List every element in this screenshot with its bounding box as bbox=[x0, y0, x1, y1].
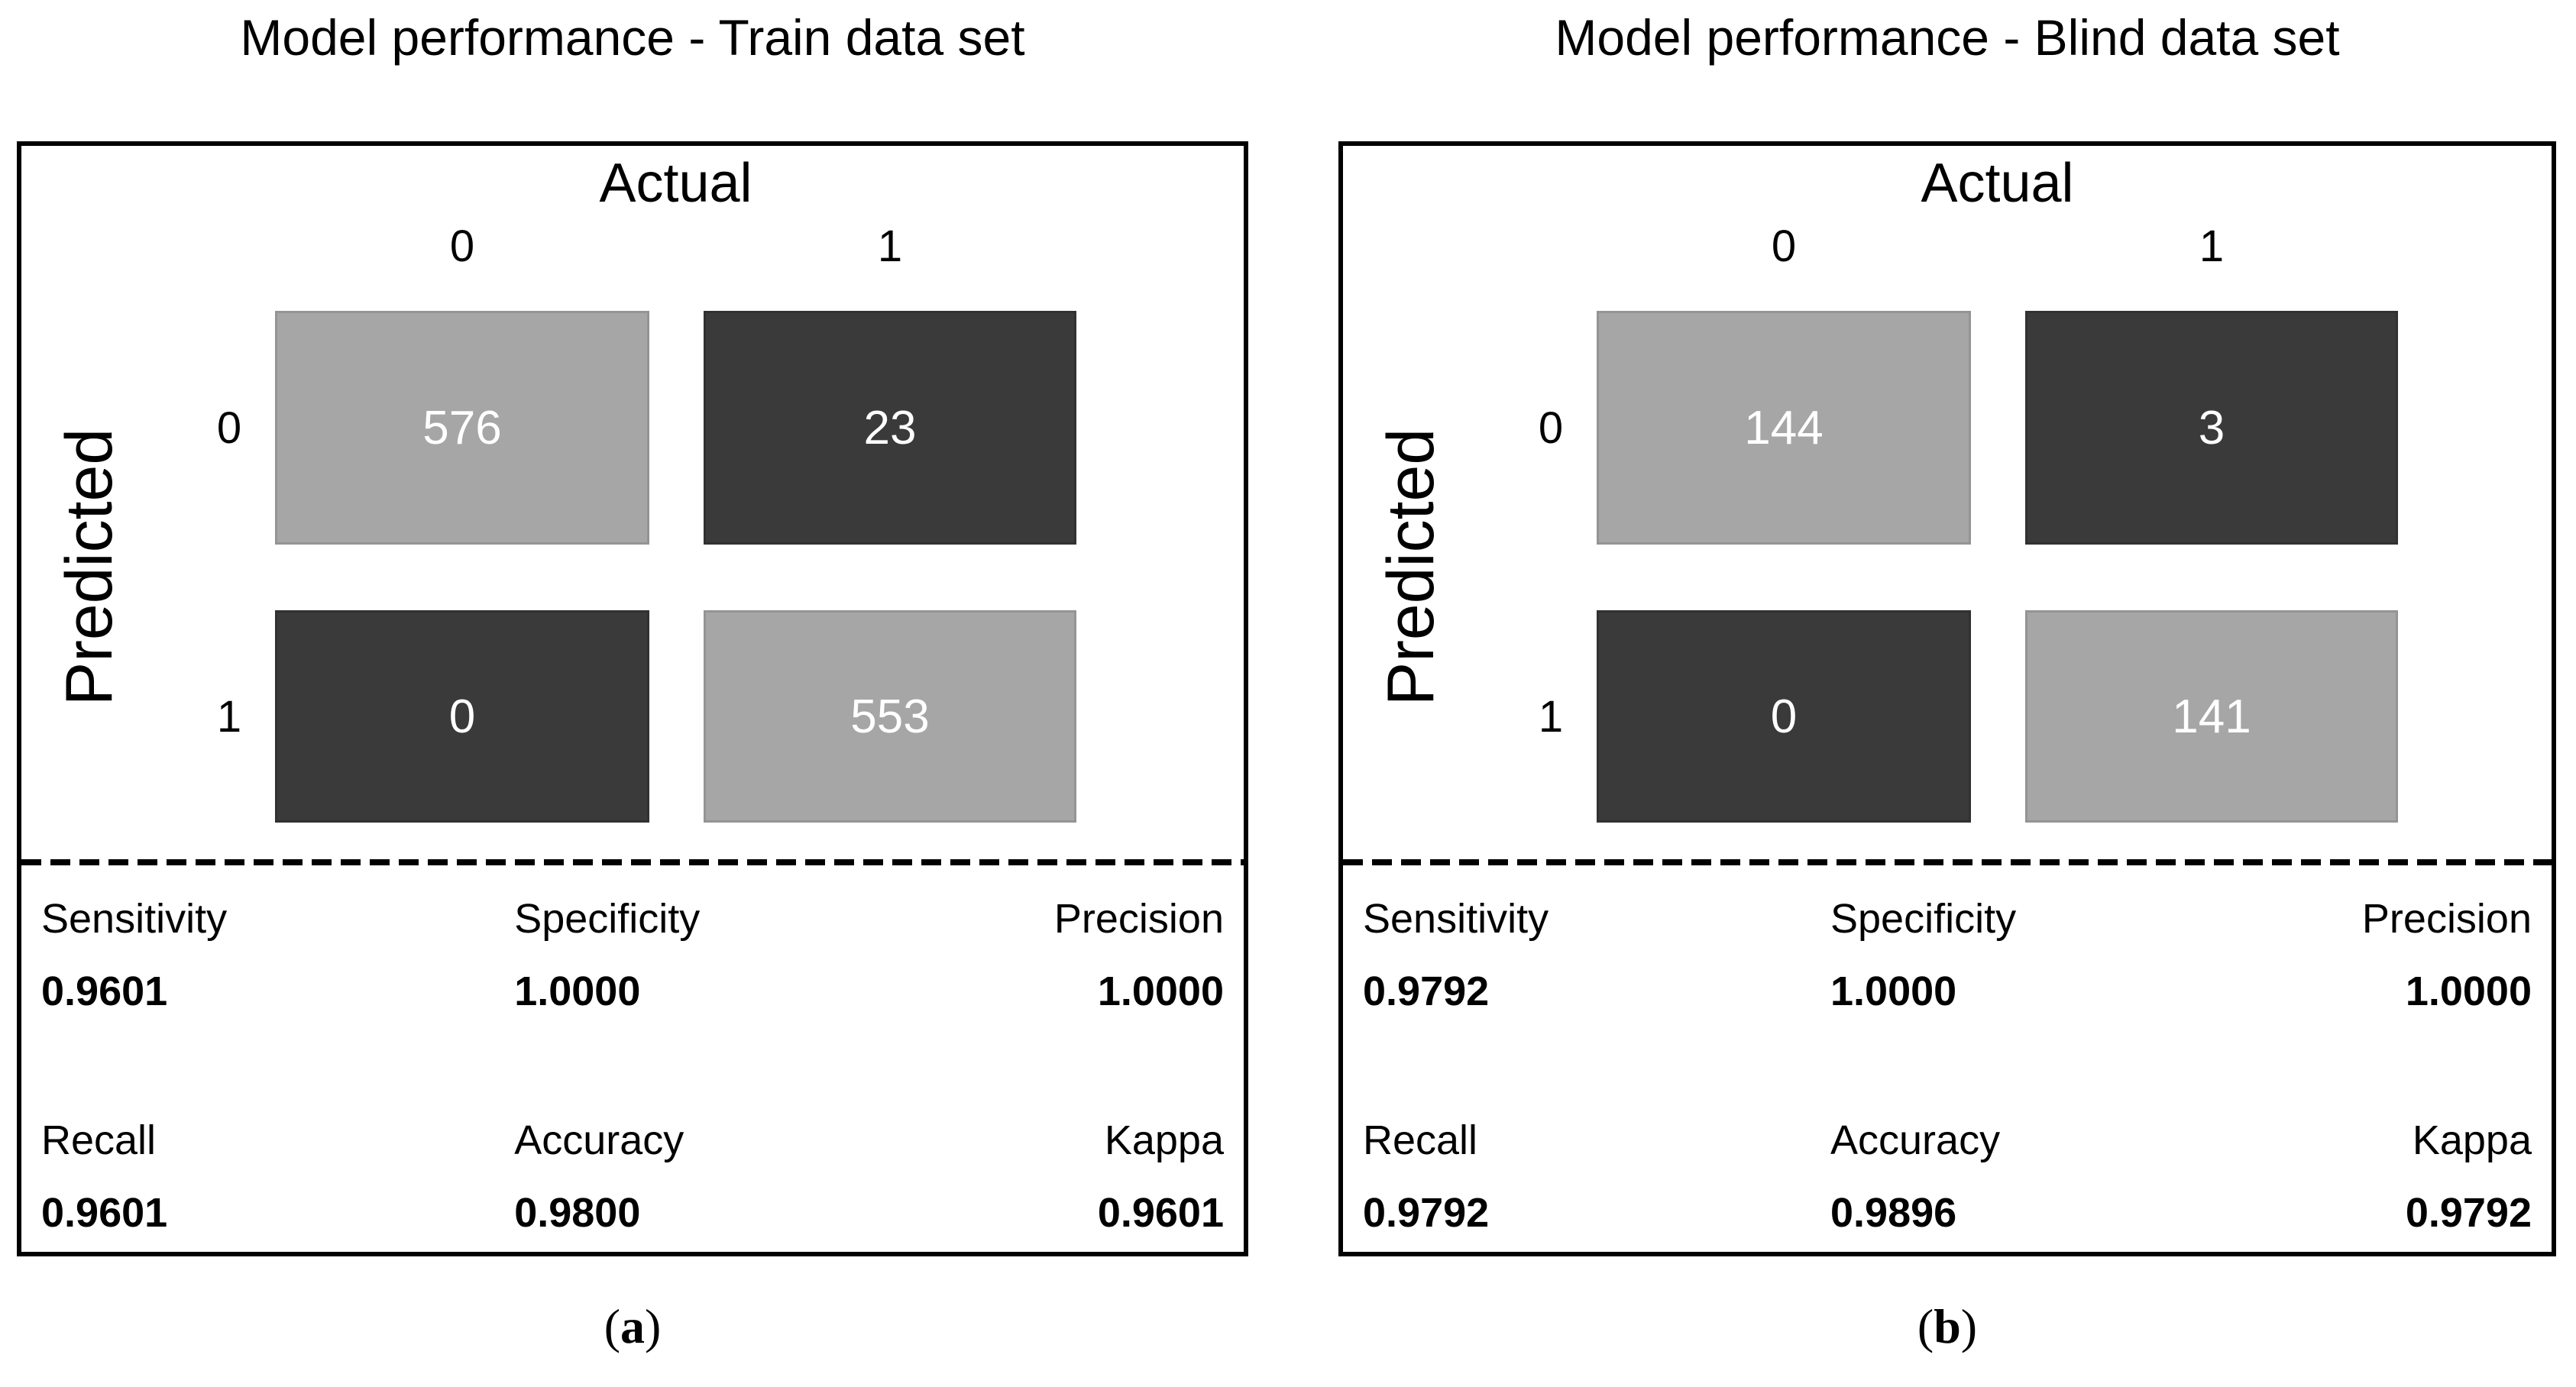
panel-title-blind: Model performance - Blind data set bbox=[1555, 9, 2340, 66]
panel-caption-a: (a) bbox=[604, 1299, 662, 1353]
metric-sensitivity: Sensitivity 0.9792 bbox=[1363, 896, 1549, 1014]
matrix-cell-fn: 23 bbox=[704, 311, 1076, 545]
matrix-cell-tn: 576 bbox=[275, 311, 649, 545]
metric-recall: Recall 0.9601 bbox=[41, 1117, 168, 1236]
metric-accuracy: Accuracy 0.9896 bbox=[1830, 1117, 2001, 1236]
metrics-row-2: Recall 0.9601 Accuracy 0.9800 Kappa 0.96… bbox=[21, 1116, 1244, 1238]
matrix-cell-fn: 3 bbox=[2025, 311, 2398, 545]
panel-blind: Model performance - Blind data set Actua… bbox=[1338, 0, 2556, 1387]
row-label-0: 0 bbox=[1538, 403, 1564, 453]
matrix-cell-tp: 553 bbox=[704, 610, 1076, 823]
metric-precision: Precision 1.0000 bbox=[2361, 896, 2532, 1014]
metric-specificity: Specificity 1.0000 bbox=[1830, 896, 2017, 1014]
metric-recall: Recall 0.9792 bbox=[1363, 1117, 1490, 1236]
matrix-cell-fp: 0 bbox=[1597, 610, 1971, 823]
panel-caption-b: (b) bbox=[1917, 1299, 1978, 1353]
matrix-cell-fp: 0 bbox=[275, 610, 649, 823]
metric-precision: Precision 1.0000 bbox=[1053, 896, 1224, 1014]
metric-kappa: Kappa 0.9601 bbox=[1097, 1117, 1224, 1236]
metrics-row-2: Recall 0.9792 Accuracy 0.9896 Kappa 0.97… bbox=[1343, 1116, 2552, 1238]
matrix-cell-tp: 141 bbox=[2025, 610, 2398, 823]
y-axis-title: Predicted bbox=[53, 428, 127, 706]
confusion-matrix-panel-blind: Actual 0 1 Predicted 0 1 144 3 0 141 Sen… bbox=[1338, 141, 2556, 1256]
row-label-1: 1 bbox=[216, 691, 242, 742]
column-label-0: 0 bbox=[1771, 221, 1797, 271]
confusion-matrix-panel-train: Actual 0 1 Predicted 0 1 576 23 0 553 Se… bbox=[17, 141, 1248, 1256]
metrics-row-1: Sensitivity 0.9601 Specificity 1.0000 Pr… bbox=[21, 894, 1244, 1017]
row-label-0: 0 bbox=[216, 403, 242, 453]
row-label-1: 1 bbox=[1538, 691, 1564, 742]
dashed-divider bbox=[21, 859, 1244, 865]
matrix-cell-tn: 144 bbox=[1597, 311, 1971, 545]
metric-specificity: Specificity 1.0000 bbox=[514, 896, 701, 1014]
dashed-divider bbox=[1343, 859, 2552, 865]
panel-title-train: Model performance - Train data set bbox=[240, 9, 1025, 66]
x-axis-title: Actual bbox=[1921, 153, 2074, 214]
metric-accuracy: Accuracy 0.9800 bbox=[514, 1117, 684, 1236]
metrics-row-1: Sensitivity 0.9792 Specificity 1.0000 Pr… bbox=[1343, 894, 2552, 1017]
column-label-0: 0 bbox=[449, 221, 475, 271]
metric-kappa: Kappa 0.9792 bbox=[2405, 1117, 2532, 1236]
y-axis-title: Predicted bbox=[1374, 428, 1448, 706]
x-axis-title: Actual bbox=[599, 153, 752, 214]
metric-sensitivity: Sensitivity 0.9601 bbox=[41, 896, 228, 1014]
panel-train: Model performance - Train data set Actua… bbox=[17, 0, 1248, 1387]
column-label-1: 1 bbox=[2199, 221, 2225, 271]
column-label-1: 1 bbox=[877, 221, 903, 271]
